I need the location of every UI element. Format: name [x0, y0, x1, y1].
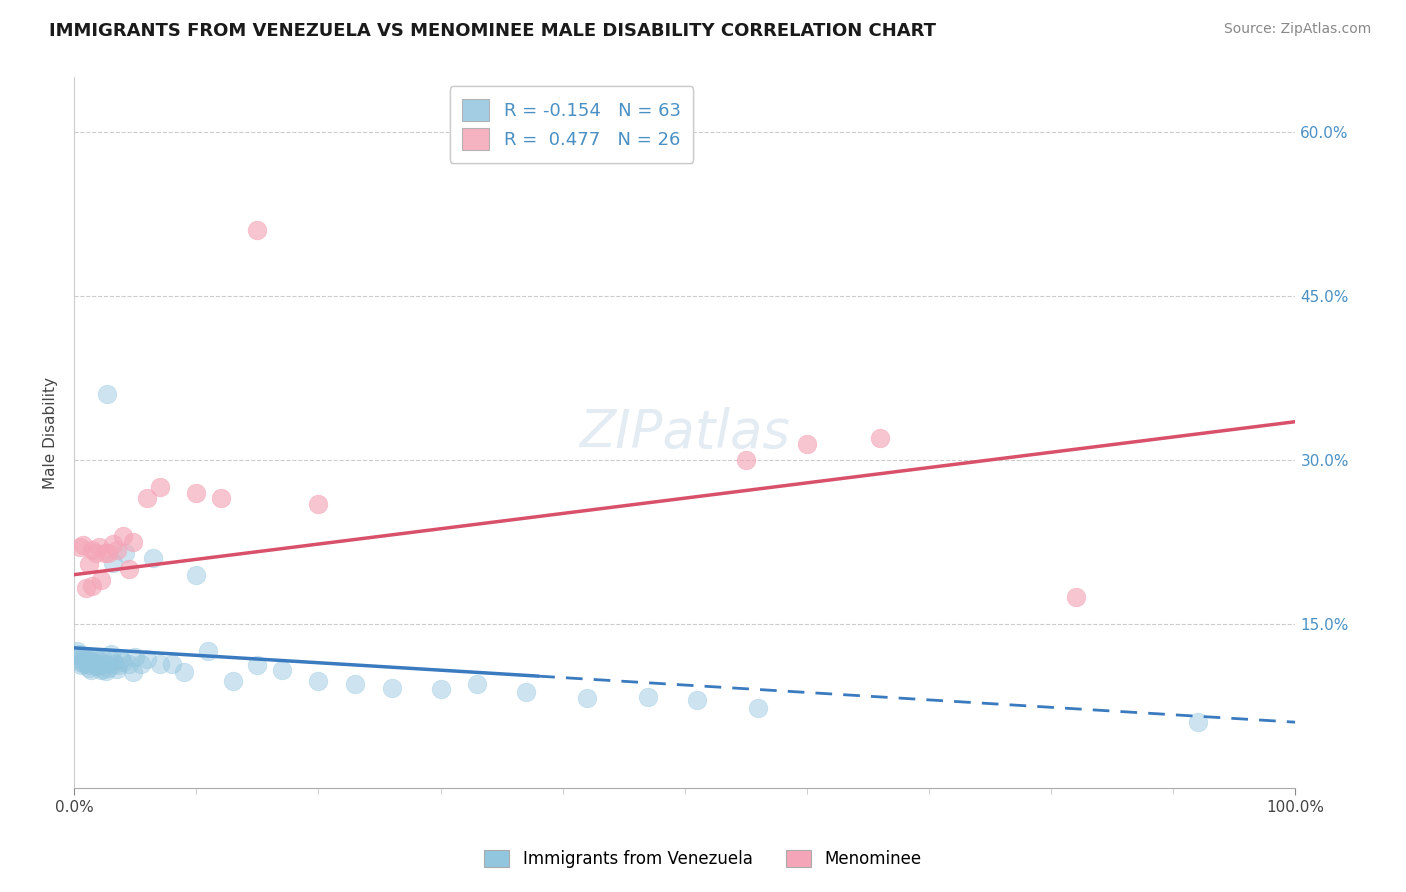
Point: [160, 657, 183, 672]
Point: [747, 701, 769, 715]
Point: [307, 673, 329, 688]
Point: [209, 491, 232, 505]
Point: [75, 656, 97, 670]
Point: [246, 223, 269, 237]
Point: [97, 660, 120, 674]
Point: [80, 663, 103, 677]
Point: [100, 648, 122, 662]
Point: [136, 491, 159, 505]
Point: [111, 655, 134, 669]
Point: [66, 652, 89, 666]
Point: [381, 681, 404, 696]
Point: [72, 649, 94, 664]
Point: [637, 690, 659, 704]
Point: [121, 534, 143, 549]
Point: [111, 529, 134, 543]
Point: [734, 453, 756, 467]
Point: [270, 663, 292, 677]
Point: [107, 658, 129, 673]
Point: [343, 677, 366, 691]
Point: [90, 573, 112, 587]
Point: [86, 656, 108, 670]
Point: [576, 691, 599, 706]
Text: ZIPatlas: ZIPatlas: [579, 407, 790, 458]
Point: [79, 658, 101, 673]
Point: [97, 546, 120, 560]
Point: [105, 542, 128, 557]
Point: [73, 657, 96, 672]
Point: [72, 538, 94, 552]
Point: [105, 662, 128, 676]
Point: [90, 663, 112, 677]
Point: [84, 546, 107, 560]
Point: [129, 657, 152, 672]
Point: [1064, 590, 1087, 604]
Point: [96, 387, 118, 401]
Point: [118, 657, 141, 672]
Legend: R = -0.154   N = 63, R =  0.477   N = 26: R = -0.154 N = 63, R = 0.477 N = 26: [450, 87, 693, 163]
Point: [149, 480, 172, 494]
Point: [65, 644, 87, 658]
Point: [173, 665, 195, 679]
Point: [83, 650, 105, 665]
Point: [118, 562, 141, 576]
Point: [84, 659, 107, 673]
Point: [101, 654, 124, 668]
Point: [869, 431, 891, 445]
Point: [101, 556, 124, 570]
Point: [82, 654, 104, 668]
Point: [93, 546, 115, 560]
Point: [124, 649, 146, 664]
Point: [222, 673, 245, 688]
Point: [1187, 715, 1209, 730]
Point: [69, 655, 91, 669]
Point: [197, 644, 219, 658]
Y-axis label: Male Disability: Male Disability: [44, 376, 58, 489]
Point: [515, 684, 537, 698]
Point: [796, 436, 818, 450]
Point: [87, 653, 110, 667]
Point: [149, 657, 172, 672]
Text: IMMIGRANTS FROM VENEZUELA VS MENOMINEE MALE DISABILITY CORRELATION CHART: IMMIGRANTS FROM VENEZUELA VS MENOMINEE M…: [49, 22, 936, 40]
Point: [67, 648, 90, 662]
Point: [186, 485, 208, 500]
Point: [82, 578, 104, 592]
Point: [110, 652, 132, 666]
Point: [75, 581, 97, 595]
Point: [70, 658, 93, 673]
Point: [93, 662, 115, 676]
Point: [75, 648, 97, 663]
Point: [101, 537, 124, 551]
Point: [686, 693, 709, 707]
Point: [94, 664, 117, 678]
Point: [429, 682, 451, 697]
Point: [186, 567, 208, 582]
Point: [103, 657, 125, 672]
Point: [142, 551, 165, 566]
Point: [75, 654, 97, 668]
Point: [89, 658, 111, 673]
Point: [93, 657, 115, 672]
Point: [307, 497, 329, 511]
Legend: Immigrants from Venezuela, Menominee: Immigrants from Venezuela, Menominee: [478, 843, 928, 875]
Point: [121, 665, 143, 679]
Point: [77, 655, 100, 669]
Point: [77, 660, 100, 674]
Point: [76, 652, 98, 666]
Point: [82, 542, 104, 557]
Point: [87, 541, 110, 555]
Point: [69, 541, 91, 555]
Point: [114, 546, 136, 560]
Point: [91, 649, 114, 664]
Point: [136, 652, 159, 666]
Point: [246, 658, 269, 673]
Point: [77, 557, 100, 571]
Point: [465, 677, 488, 691]
Point: [83, 657, 105, 672]
Text: Source: ZipAtlas.com: Source: ZipAtlas.com: [1223, 22, 1371, 37]
